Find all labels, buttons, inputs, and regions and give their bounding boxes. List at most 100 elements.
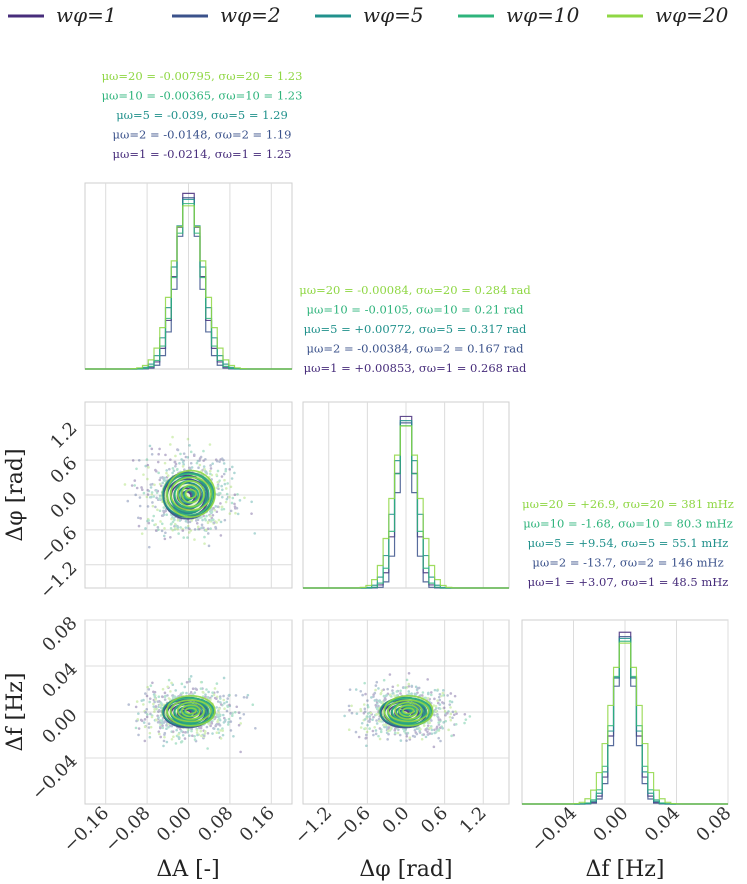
- scatter-dA-dphi-point: [175, 468, 179, 471]
- scatter-dA-dphi-point: [156, 508, 159, 512]
- scatter-dphi-df-point: [375, 722, 379, 725]
- scatter-dA-df-point: [218, 714, 222, 718]
- scatter-dA-dphi-point: [225, 492, 229, 496]
- scatter-dA-df-point: [150, 715, 154, 719]
- scatter-dA-dphi-point: [164, 509, 167, 513]
- scatter-dA-df-point: [194, 739, 198, 743]
- scatter-dA-dphi-point: [233, 505, 237, 509]
- scatter-dA-df-point: [193, 738, 197, 741]
- scatter-dA-df-point: [227, 694, 231, 697]
- scatter-dA-df-point: [223, 720, 227, 723]
- scatter-dA-df-point: [218, 717, 221, 721]
- scatter-dA-dphi-point: [218, 460, 221, 463]
- scatter-dA-dphi-point: [173, 460, 177, 464]
- scatter-dA-df-point: [200, 680, 204, 684]
- scatter-dphi-df-point: [449, 718, 453, 722]
- scatter-dphi-df-point: [421, 691, 425, 694]
- scatter-dA-dphi-point: [208, 510, 212, 513]
- scatter-dA-dphi-point: [205, 472, 209, 475]
- annotation-Δf-w10: μω=10 = -1.68, σω=10 = 80.3 mHz: [523, 517, 733, 531]
- scatter-dA-df-point: [158, 720, 162, 724]
- scatter-dphi-df-point: [424, 728, 428, 731]
- scatter-dA-df-point: [195, 688, 198, 691]
- scatter-dA-df-point: [213, 716, 217, 719]
- scatter-dA-dphi-point: [171, 435, 174, 439]
- scatter-dA-df-point: [205, 725, 209, 729]
- scatter-dphi-df-point: [399, 739, 403, 742]
- scatter-dA-df-point: [156, 714, 159, 718]
- scatter-dA-df-point: [221, 713, 225, 717]
- scatter-dA-dphi-point: [233, 471, 236, 475]
- scatter-dphi-df-point: [435, 726, 439, 730]
- scatter-dA-df-point: [195, 727, 199, 731]
- scatter-dA-dphi-point: [201, 518, 204, 522]
- scatter-dphi-df-point: [441, 691, 445, 695]
- scatter-dA-dphi-point: [210, 507, 214, 511]
- scatter-dphi-df-point: [375, 680, 379, 684]
- scatter-dA-dphi-point: [212, 521, 215, 525]
- scatter-dphi-df-point: [359, 689, 363, 693]
- scatter-dA-df-point: [199, 687, 203, 690]
- scatter-dA-dphi-point: [210, 511, 213, 515]
- scatter-dA-dphi-point: [172, 516, 175, 520]
- scatter-dA-df-point: [217, 722, 221, 725]
- scatter-dA-dphi-point: [168, 467, 171, 471]
- scatter-dA-df-point: [135, 719, 138, 723]
- scatter-dA-df-point: [146, 713, 149, 716]
- scatter-dA-df-point: [254, 726, 257, 730]
- scatter-dA-df-point: [239, 750, 242, 754]
- scatter-dA-df-point: [221, 727, 224, 730]
- scatter-dA-df-point: [239, 722, 242, 725]
- scatter-dphi-df-point: [436, 728, 439, 732]
- scatter-dphi-df-point: [373, 699, 377, 702]
- scatter-dA-df-point: [214, 715, 217, 719]
- scatter-dA-dphi-point: [210, 510, 214, 513]
- scatter-dA-dphi-point: [156, 525, 160, 529]
- scatter-dA-dphi-point: [186, 524, 190, 528]
- scatter-dA-df-point: [151, 681, 154, 685]
- scatter-dA-dphi-contour-w20-3: [180, 484, 201, 504]
- scatter-dA-dphi-point: [217, 493, 220, 496]
- scatter-dA-df-contour-w20-3: [180, 704, 201, 718]
- scatter-dA-df-point: [202, 735, 206, 739]
- scatter-dphi-df-point: [449, 692, 453, 695]
- scatter-dA-df-point: [238, 716, 242, 720]
- scatter-dA-dphi-point: [154, 488, 157, 492]
- scatter-dphi-df-point: [406, 731, 410, 735]
- scatter-dA-df-point: [158, 732, 161, 736]
- scatter-dA-df-point: [145, 715, 149, 719]
- scatter-dA-dphi-point: [154, 523, 158, 526]
- scatter-dA-df-point: [161, 719, 164, 722]
- scatter-dA-dphi-point: [200, 526, 203, 530]
- scatter-dphi-df-point: [377, 717, 381, 721]
- scatter-dA-dphi-point: [190, 519, 193, 522]
- scatter-dA-df-point: [194, 687, 197, 690]
- scatter-dA-dphi-point: [172, 469, 176, 473]
- scatter-dphi-df-point: [347, 704, 351, 708]
- scatter-dA-df-point: [140, 699, 144, 702]
- scatter-dA-dphi-point: [203, 542, 206, 545]
- scatter-dA-dphi-point: [145, 495, 149, 499]
- scatter-dphi-df-point: [408, 736, 412, 739]
- scatter-dphi-df-point: [422, 724, 426, 727]
- scatter-dA-df-point: [218, 736, 222, 739]
- scatter-dphi-df-point: [427, 721, 431, 725]
- scatter-dA-dphi-point: [180, 458, 183, 461]
- scatter-dA-dphi-point: [188, 467, 192, 471]
- scatter-dA-dphi-point: [150, 492, 154, 496]
- scatter-dphi-df-point: [377, 687, 380, 690]
- scatter-dA-dphi-point: [198, 516, 202, 519]
- scatter-dphi-df-point: [377, 719, 381, 723]
- scatter-dA-df-point: [152, 690, 155, 694]
- annotation-Δφ-w1: μω=1 = +0.00853, σω=1 = 0.268 rad: [304, 361, 527, 375]
- scatter-dA-dphi-point: [156, 460, 160, 464]
- scatter-dphi-df-point: [366, 703, 370, 707]
- scatter-dA-df-point: [158, 719, 162, 723]
- scatter-dA-dphi-point: [204, 518, 207, 522]
- scatter-dA-dphi-point: [210, 516, 214, 520]
- ytick-df-2: 0.00: [38, 705, 81, 748]
- scatter-dphi-df-point: [428, 726, 431, 730]
- scatter-dA-df-point: [207, 722, 211, 726]
- scatter-dA-dphi-point: [206, 520, 210, 524]
- scatter-dA-dphi-point: [159, 498, 162, 502]
